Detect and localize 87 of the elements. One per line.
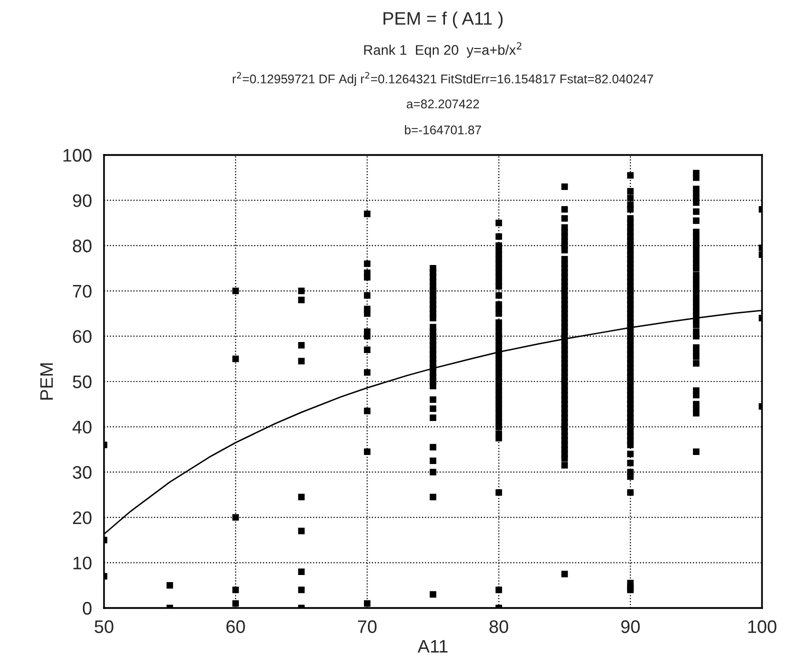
point bbox=[496, 283, 502, 290]
point bbox=[692, 199, 700, 206]
point bbox=[561, 215, 568, 222]
point bbox=[430, 396, 436, 403]
point bbox=[364, 310, 370, 317]
point bbox=[430, 414, 436, 421]
y-axis-title: PEM bbox=[40, 363, 53, 400]
point bbox=[364, 292, 370, 299]
point bbox=[692, 322, 700, 328]
point bbox=[692, 360, 700, 367]
point bbox=[364, 346, 370, 354]
point bbox=[561, 183, 568, 190]
y-tick-label: 60 bbox=[73, 330, 92, 343]
x-tick-label: 100 bbox=[748, 620, 776, 634]
point bbox=[430, 591, 436, 598]
point bbox=[430, 405, 436, 412]
x-tick-label: 60 bbox=[226, 620, 245, 634]
point bbox=[496, 292, 502, 299]
point bbox=[692, 217, 700, 224]
point bbox=[364, 260, 370, 267]
point bbox=[232, 288, 239, 294]
point bbox=[692, 208, 700, 215]
point bbox=[496, 586, 502, 594]
point bbox=[496, 220, 502, 226]
x-tick-label: 80 bbox=[490, 620, 508, 634]
point bbox=[561, 246, 568, 254]
point bbox=[692, 392, 700, 398]
point bbox=[298, 586, 305, 594]
point bbox=[692, 332, 700, 340]
point bbox=[232, 600, 239, 607]
point bbox=[364, 274, 370, 281]
point bbox=[561, 462, 568, 469]
point bbox=[430, 314, 436, 322]
point bbox=[430, 458, 436, 464]
text: r$^{2}$=0.12959721 DF Adj r$^{2}$=0.1264321 FitStdErr=16.154817 Fstat=82.040247 bbox=[232, 72, 654, 86]
point bbox=[232, 586, 239, 594]
point bbox=[364, 448, 370, 455]
point bbox=[561, 455, 568, 462]
y-tick-label: 70 bbox=[73, 284, 92, 298]
point bbox=[692, 174, 700, 181]
point bbox=[561, 570, 568, 578]
y-tick-label: 80 bbox=[72, 240, 92, 252]
y-tick-label: 40 bbox=[72, 420, 92, 434]
point bbox=[430, 382, 436, 390]
y-tick-label: 30 bbox=[72, 466, 92, 479]
point bbox=[430, 468, 436, 476]
point bbox=[496, 434, 502, 442]
point bbox=[692, 353, 700, 360]
y-tick-label: 20 bbox=[73, 511, 92, 524]
point bbox=[298, 568, 305, 576]
y-tick-label: 0 bbox=[82, 602, 92, 615]
point bbox=[298, 358, 305, 364]
point bbox=[298, 288, 305, 294]
point bbox=[298, 528, 305, 534]
y-tick-label: 50 bbox=[72, 375, 92, 388]
x-tick-label: 90 bbox=[621, 620, 640, 634]
point bbox=[496, 233, 502, 240]
point bbox=[298, 342, 305, 349]
point bbox=[232, 514, 239, 521]
y-tick-label: 90 bbox=[72, 194, 92, 208]
point bbox=[364, 369, 370, 376]
x-tick-label: 50 bbox=[94, 620, 114, 634]
point bbox=[364, 408, 370, 414]
point bbox=[430, 444, 436, 450]
chart-title: PEM = f ( A11 ) bbox=[384, 12, 503, 28]
point bbox=[298, 296, 305, 304]
x-axis-title: A11 bbox=[418, 640, 448, 652]
point bbox=[232, 356, 239, 362]
x-tick-label: 70 bbox=[358, 620, 377, 634]
point bbox=[692, 410, 700, 416]
point bbox=[364, 210, 370, 218]
text: a=82.207422 bbox=[406, 100, 479, 108]
text: b=-164701.87 bbox=[404, 125, 482, 134]
y-tick-label: 100 bbox=[63, 148, 92, 162]
point bbox=[496, 424, 502, 430]
point bbox=[561, 206, 568, 213]
chart-subtitle: Rank 1 Eqn 20 y=a+b/x$^{2}$ bbox=[364, 42, 522, 58]
y-tick-label: 10 bbox=[73, 556, 92, 570]
point bbox=[692, 448, 700, 455]
point bbox=[496, 489, 502, 496]
point bbox=[298, 494, 305, 500]
point bbox=[364, 332, 370, 340]
point bbox=[496, 310, 502, 317]
point bbox=[364, 600, 370, 607]
point bbox=[430, 494, 436, 500]
point bbox=[166, 582, 174, 589]
point bbox=[692, 264, 700, 272]
